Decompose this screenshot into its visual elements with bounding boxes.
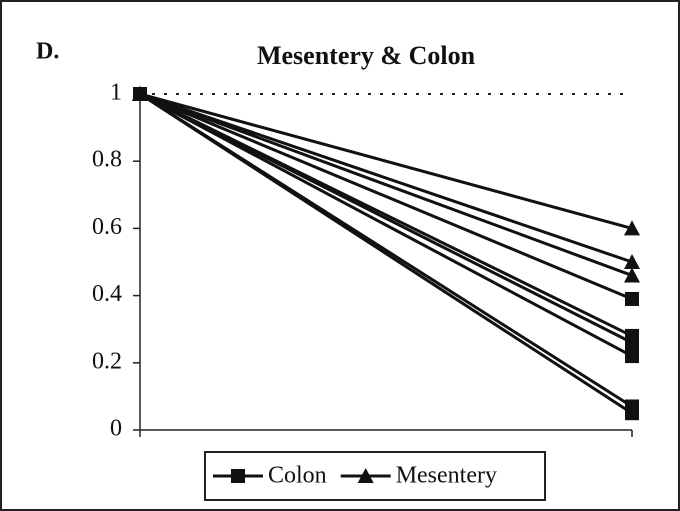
legend-marker — [357, 468, 374, 483]
legend-marker — [231, 469, 245, 483]
point-marker — [625, 349, 639, 364]
y-tick-label: 0.4 — [92, 281, 122, 307]
series-line — [139, 92, 633, 415]
point-marker — [624, 267, 640, 283]
legend-label: Mesentery — [396, 463, 497, 489]
series-line — [139, 92, 633, 264]
point-marker — [625, 291, 639, 306]
panel-label: D. — [36, 39, 59, 65]
point-marker — [132, 86, 148, 101]
legend-label: Colon — [268, 463, 327, 489]
point-marker — [625, 406, 639, 421]
series-line — [139, 92, 633, 230]
point-marker — [624, 254, 640, 269]
series-line — [139, 92, 633, 301]
y-tick-label: 0 — [110, 416, 122, 442]
y-tick-label: 0.8 — [92, 147, 122, 173]
series-line — [139, 92, 633, 344]
series-line — [139, 92, 633, 277]
chart-title: Mesentery & Colon — [257, 41, 476, 70]
point-marker — [625, 335, 639, 350]
y-tick-label: 0.2 — [92, 348, 122, 374]
point-marker — [624, 220, 640, 236]
series-line — [139, 92, 633, 358]
y-tick-label: 1 — [110, 80, 122, 106]
y-tick-label: 0.6 — [92, 214, 122, 240]
